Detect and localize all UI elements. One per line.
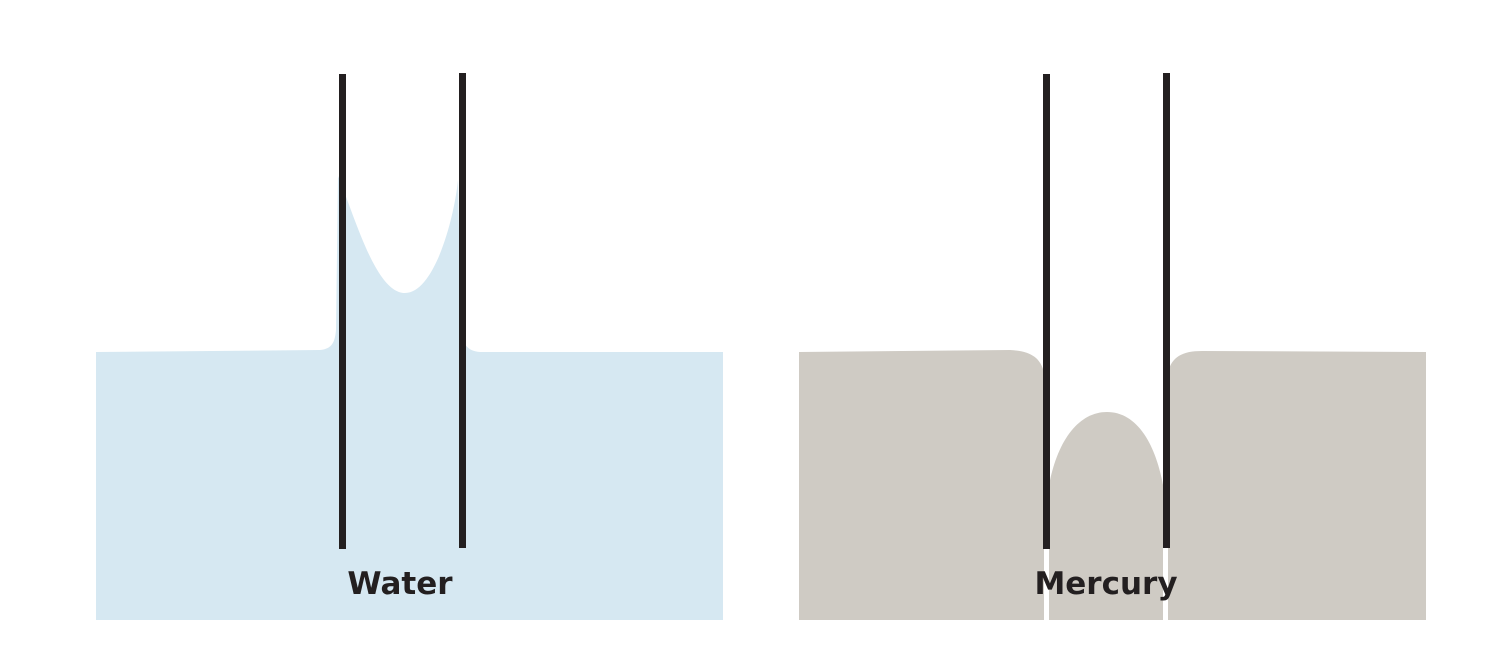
mercury-liquid	[799, 350, 1426, 620]
mercury-tube-liquid	[1049, 412, 1163, 620]
mercury-tube-right-wall	[1163, 73, 1170, 548]
water-tube-right-wall	[459, 73, 466, 548]
mercury-tube-left-wall	[1043, 74, 1050, 549]
mercury-panel: Mercury	[799, 73, 1426, 620]
water-panel: Water	[96, 73, 723, 620]
water-label: Water	[347, 566, 453, 602]
mercury-label: Mercury	[1034, 566, 1177, 602]
water-tube-left-wall	[339, 74, 346, 549]
water-liquid	[96, 176, 723, 620]
